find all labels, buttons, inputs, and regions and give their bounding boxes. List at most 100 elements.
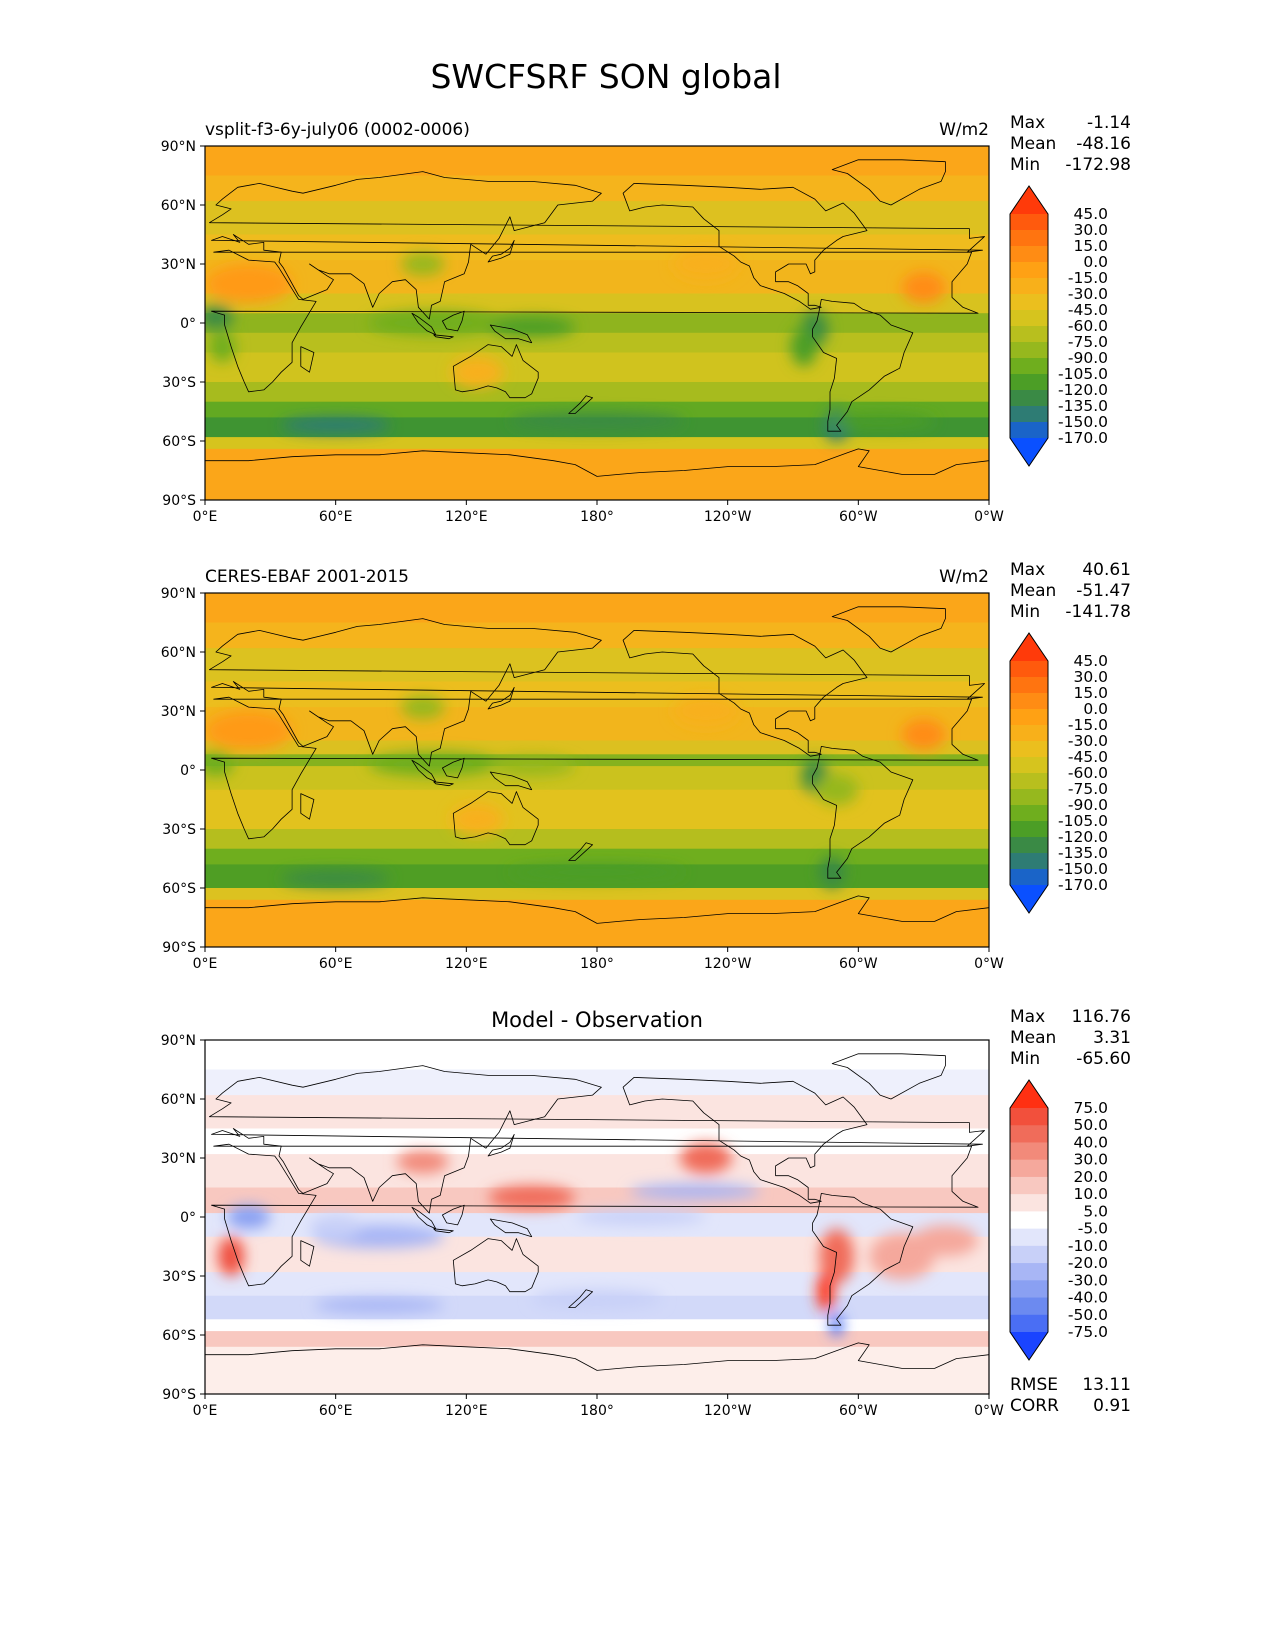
field-feature — [309, 1215, 362, 1239]
colorbar-level-label: 45.0 — [1073, 652, 1108, 670]
panel-obs: 90°N 60°N 30°N 0° 30°S 60°S 90°S0°E 60°E 120°E 18… — [161, 560, 1131, 972]
field-feature — [313, 1297, 445, 1314]
field-band — [205, 888, 989, 901]
lat-tick-label: 60°N — [161, 198, 196, 214]
stat-label: CORR — [1010, 1396, 1059, 1416]
colorbar-level-label: -5.0 — [1078, 1220, 1108, 1238]
colorbar-segment — [1010, 693, 1048, 710]
colorbar-segment — [1010, 230, 1048, 247]
colorbar-level-label: -40.0 — [1068, 1289, 1108, 1307]
colorbar-level-label: -30.0 — [1068, 285, 1108, 303]
field-feature — [509, 864, 685, 881]
coastline — [489, 771, 533, 791]
colorbar-segment — [1010, 342, 1048, 359]
lat-tick-label: 60°S — [162, 881, 196, 897]
coastline — [209, 618, 985, 767]
lon-tick-label: 120°W — [704, 1403, 752, 1419]
coastlines — [205, 606, 989, 924]
coastline — [452, 344, 539, 399]
colorbar-level-label: -150.0 — [1058, 860, 1108, 878]
coastline — [209, 1065, 985, 1214]
field-feature — [575, 1209, 706, 1225]
field-feature — [825, 413, 935, 430]
coastline — [452, 1238, 539, 1293]
field-band — [205, 766, 989, 791]
coastline — [300, 1240, 315, 1267]
panel-model: 90°N 60°N 30°N 0° 30°S 60°S 90°S0°E 60°E 120°E 18… — [161, 113, 1131, 525]
colorbar-level-label: -75.0 — [1068, 1323, 1108, 1341]
colorbar-level-label: -30.0 — [1068, 1271, 1108, 1289]
colorbar-segment — [1010, 837, 1048, 854]
lat-tick-label: 60°S — [162, 1328, 196, 1344]
field-feature — [509, 413, 685, 430]
stat-label: Min — [1010, 155, 1040, 175]
lat-tick-label: 90°N — [161, 139, 196, 155]
colorbar-level-label: -150.0 — [1058, 413, 1108, 431]
colorbar-segment — [1010, 246, 1048, 263]
lat-tick-label: 30°N — [161, 704, 196, 720]
colorbar-level-label: -105.0 — [1058, 812, 1108, 830]
field-band — [205, 293, 989, 314]
field-band — [205, 313, 989, 334]
field-band — [205, 829, 989, 850]
field-band — [205, 1319, 989, 1332]
colorbar-level-label: 5.0 — [1083, 1202, 1108, 1220]
field-band — [205, 848, 989, 865]
colorbar-level-label: -45.0 — [1068, 748, 1108, 766]
stat-label: Mean — [1010, 134, 1056, 154]
field-feature — [218, 1236, 245, 1276]
colorbar-segment — [1010, 1194, 1048, 1212]
stat-label: RMSE — [1010, 1375, 1058, 1395]
field-feature — [401, 252, 445, 276]
colorbar-outline — [1009, 1079, 1049, 1361]
colorbar-obs: 45.030.015.00.0-15.0-30.0-45.0-60.0-75.0… — [1009, 632, 1108, 914]
colorbar-level-label: 10.0 — [1073, 1185, 1108, 1203]
stat-value: -48.16 — [1076, 134, 1131, 154]
colorbar-segment — [1010, 294, 1048, 311]
coastline — [568, 842, 593, 861]
colorbar-level-label: -15.0 — [1068, 716, 1108, 734]
lat-tick-label: 60°N — [161, 645, 196, 661]
field-feature — [912, 1224, 979, 1257]
colorbar-level-label: -60.0 — [1068, 764, 1108, 782]
colorbar-level-label: 50.0 — [1073, 1116, 1108, 1134]
field-band — [205, 648, 989, 683]
coastline — [211, 696, 979, 840]
field-feature — [819, 856, 846, 888]
stat-value: -1.14 — [1087, 113, 1131, 133]
field-feature — [901, 718, 946, 751]
lon-tick-label: 180° — [580, 1403, 614, 1419]
colorbar-segment — [1010, 326, 1048, 343]
colorbar-extend-min — [1010, 1332, 1048, 1360]
panel-left-title: CERES-EBAF 2001-2015 — [205, 567, 409, 587]
field-feature — [488, 756, 576, 776]
field-feature — [451, 803, 504, 835]
coastline-antarctica — [205, 1342, 989, 1371]
stat-value: 40.61 — [1082, 560, 1131, 580]
lon-tick-label: 0°E — [193, 509, 218, 525]
coastline — [568, 1289, 593, 1308]
colorbar-level-label: -75.0 — [1068, 780, 1108, 798]
colorbar-segment — [1010, 310, 1048, 327]
lon-tick-label: 60°W — [839, 1403, 878, 1419]
colorbar-level-label: 0.0 — [1083, 700, 1108, 718]
stat-value: 0.91 — [1093, 1396, 1131, 1416]
coastline — [487, 687, 515, 710]
field-band — [205, 1154, 989, 1189]
lon-tick-label: 0°W — [974, 509, 1004, 525]
colorbar-segment — [1010, 725, 1048, 742]
colorbar-level-label: -120.0 — [1058, 381, 1108, 399]
colorbar-level-label: -15.0 — [1068, 269, 1108, 287]
stat-label: Min — [1010, 602, 1040, 622]
stat-label: Max — [1010, 1007, 1045, 1027]
colorbar-segment — [1010, 1159, 1048, 1178]
coastline — [622, 630, 868, 757]
colorbar-extend-max — [1010, 186, 1048, 214]
colorbar-segment — [1010, 406, 1048, 423]
colorbar-segment — [1010, 1125, 1048, 1143]
colorbar-segment — [1010, 821, 1048, 838]
colorbar-outline — [1009, 185, 1049, 467]
coastline — [812, 1193, 914, 1326]
field-feature — [368, 752, 499, 776]
